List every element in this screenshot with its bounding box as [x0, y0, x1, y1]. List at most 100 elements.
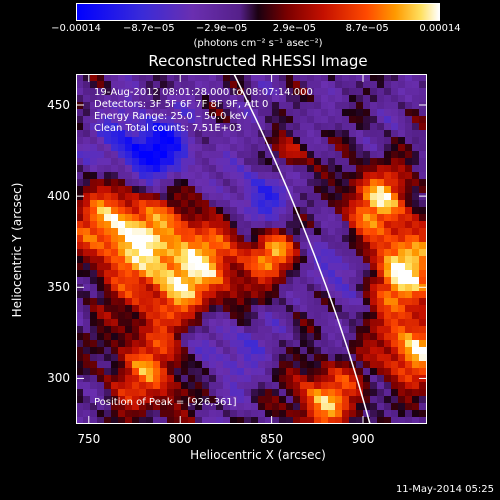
image-pixel: [104, 165, 112, 173]
image-pixel: [279, 340, 287, 348]
image-pixel: [405, 312, 413, 320]
image-pixel: [251, 172, 259, 180]
image-pixel: [223, 347, 231, 355]
image-pixel: [76, 172, 84, 180]
image-pixel: [181, 417, 189, 424]
image-pixel: [111, 270, 119, 278]
image-pixel: [286, 249, 294, 257]
image-pixel: [104, 207, 112, 215]
image-pixel: [272, 193, 280, 201]
image-pixel: [104, 284, 112, 292]
image-pixel: [111, 340, 119, 348]
image-pixel: [251, 375, 259, 383]
image-pixel: [370, 340, 378, 348]
image-pixel: [202, 340, 210, 348]
image-pixel: [342, 319, 350, 327]
image-pixel: [258, 319, 266, 327]
image-pixel: [342, 354, 350, 362]
image-pixel: [258, 151, 266, 159]
image-pixel: [419, 298, 427, 306]
image-pixel: [188, 389, 196, 397]
image-pixel: [209, 263, 217, 271]
image-pixel: [391, 389, 399, 397]
image-pixel: [412, 312, 420, 320]
image-pixel: [251, 333, 259, 341]
image-pixel: [195, 74, 203, 82]
image-pixel: [216, 235, 224, 243]
image-pixel: [83, 410, 91, 418]
image-pixel: [202, 354, 210, 362]
image-pixel: [230, 347, 238, 355]
image-pixel: [419, 81, 427, 89]
image-pixel: [251, 389, 259, 397]
image-pixel: [293, 340, 301, 348]
image-pixel: [195, 347, 203, 355]
image-pixel: [251, 249, 259, 257]
image-pixel: [244, 165, 252, 173]
image-pixel: [251, 277, 259, 285]
image-pixel: [377, 333, 385, 341]
image-pixel: [307, 256, 315, 264]
image-pixel: [412, 200, 420, 208]
image-pixel: [188, 228, 196, 236]
image-pixel: [412, 305, 420, 313]
image-pixel: [160, 221, 168, 229]
image-pixel: [153, 256, 161, 264]
image-pixel: [377, 410, 385, 418]
image-pixel: [195, 151, 203, 159]
image-pixel: [384, 228, 392, 236]
image-pixel: [111, 347, 119, 355]
image-pixel: [370, 81, 378, 89]
image-pixel: [118, 368, 126, 376]
image-pixel: [223, 319, 231, 327]
image-pixel: [335, 81, 343, 89]
image-pixel: [111, 389, 119, 397]
image-pixel: [97, 347, 105, 355]
image-pixel: [342, 172, 350, 180]
image-pixel: [146, 249, 154, 257]
image-pixel: [335, 95, 343, 103]
image-pixel: [258, 312, 266, 320]
image-pixel: [328, 263, 336, 271]
image-pixel: [272, 200, 280, 208]
image-pixel: [412, 88, 420, 96]
image-pixel: [209, 200, 217, 208]
image-pixel: [412, 396, 420, 404]
image-pixel: [314, 340, 322, 348]
image-pixel: [307, 74, 315, 82]
image-pixel: [293, 179, 301, 187]
image-pixel: [328, 207, 336, 215]
image-pixel: [181, 263, 189, 271]
image-pixel: [307, 340, 315, 348]
image-pixel: [405, 144, 413, 152]
image-pixel: [146, 207, 154, 215]
image-pixel: [76, 74, 84, 82]
image-pixel: [286, 347, 294, 355]
image-pixel: [167, 361, 175, 369]
image-pixel: [391, 368, 399, 376]
image-pixel: [118, 347, 126, 355]
image-pixel: [398, 382, 406, 390]
image-pixel: [104, 319, 112, 327]
image-pixel: [272, 410, 280, 418]
image-pixel: [272, 333, 280, 341]
image-pixel: [216, 368, 224, 376]
image-pixel: [391, 249, 399, 257]
image-pixel: [335, 340, 343, 348]
image-pixel: [209, 172, 217, 180]
image-pixel: [76, 410, 84, 418]
image-pixel: [398, 186, 406, 194]
image-pixel: [300, 172, 308, 180]
image-pixel: [83, 326, 91, 334]
image-pixel: [237, 172, 245, 180]
image-pixel: [97, 312, 105, 320]
image-pixel: [349, 81, 357, 89]
image-pixel: [377, 277, 385, 285]
image-pixel: [363, 298, 371, 306]
image-pixel: [146, 277, 154, 285]
image-pixel: [328, 326, 336, 334]
image-pixel: [83, 172, 91, 180]
image-pixel: [188, 284, 196, 292]
image-pixel: [118, 228, 126, 236]
image-pixel: [307, 361, 315, 369]
